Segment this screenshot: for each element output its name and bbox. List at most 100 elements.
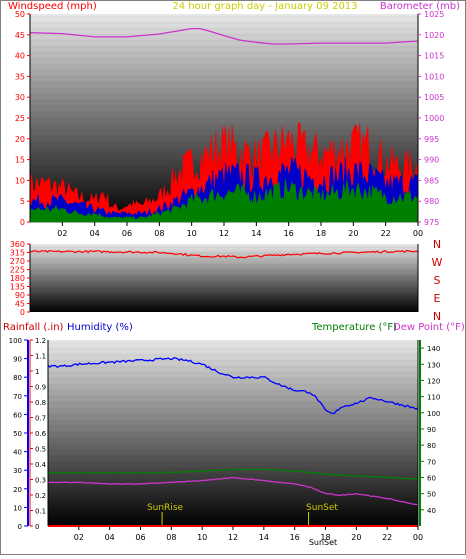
dewpoint-axis-title: Dew Point (°F) xyxy=(393,322,465,333)
wind-y-tick-label: 10 xyxy=(15,176,25,185)
humidity-x-tick-label: 18 xyxy=(320,533,330,542)
wind-y-tick-label: 20 xyxy=(15,135,25,144)
humidity-y-tick-label: 100 xyxy=(9,337,22,345)
direction-panel-bg xyxy=(30,244,418,312)
baro-y-tick-label: 1005 xyxy=(424,93,444,102)
sunset-footer-label: SunSet xyxy=(309,538,337,547)
baro-y-tick-label: 985 xyxy=(424,176,439,185)
compass-label-s: S xyxy=(434,274,441,287)
direction-y-tick-label: 315 xyxy=(10,249,25,258)
wind-y-tick-label: 15 xyxy=(15,156,25,165)
wind-x-tick-label: 22 xyxy=(381,229,391,238)
humidity-x-tick-label: 12 xyxy=(228,533,238,542)
humidity-x-tick-label: 10 xyxy=(197,533,207,542)
direction-y-tick-label: 180 xyxy=(10,274,25,283)
rain-y-tick-label: 0.4 xyxy=(35,461,47,469)
wind-x-tick-label: 18 xyxy=(316,229,326,238)
compass-label-n-top: N xyxy=(433,238,441,251)
humidity-y-tick-label: 90 xyxy=(13,356,22,364)
rain-y-tick-label: 0.1 xyxy=(35,508,46,516)
temp-y-tick-label: 50 xyxy=(427,491,436,499)
wind-y-tick-label: 40 xyxy=(15,52,25,61)
temp-y-tick-label: 40 xyxy=(427,507,436,515)
wind-x-tick-label: 08 xyxy=(154,229,164,238)
windspeed-axis-title: Windspeed (mph) xyxy=(8,1,97,12)
barometer-line xyxy=(29,27,419,45)
wind-x-tick-label: 20 xyxy=(348,229,358,238)
wind-y-tick-label: 30 xyxy=(15,93,25,102)
rain-y-tick-label: 1 xyxy=(35,368,39,376)
humidity-y-tick-label: 40 xyxy=(13,449,22,457)
rain-y-tick-label: 0.8 xyxy=(35,399,46,407)
rain-y-tick-label: 1.2 xyxy=(35,337,46,345)
baro-y-tick-label: 975 xyxy=(424,218,439,227)
compass-label-w: W xyxy=(432,256,443,269)
baro-y-tick-label: 1015 xyxy=(424,52,444,61)
wind-y-tick-label: 5 xyxy=(20,197,25,206)
wind-x-tick-label: 12 xyxy=(219,229,229,238)
rain-y-tick-label: 0.2 xyxy=(35,492,46,500)
humidity-x-tick-label: 22 xyxy=(382,533,392,542)
humidity-y-tick-label: 30 xyxy=(13,467,22,475)
rain-y-tick-label: 0.3 xyxy=(35,477,46,485)
baro-y-tick-label: 1020 xyxy=(424,31,444,40)
compass-label-e: E xyxy=(434,292,441,305)
temperature-axis-title: Temperature (°F) xyxy=(311,322,397,333)
wind-x-tick-label: 04 xyxy=(90,229,100,238)
wind-x-tick-label: 16 xyxy=(284,229,294,238)
wind-y-tick-label: 25 xyxy=(15,114,25,123)
rain-y-tick-label: 0.5 xyxy=(35,446,46,454)
humidity-line xyxy=(47,357,419,415)
rain-y-tick-label: 1.1 xyxy=(35,353,46,361)
temp-y-tick-label: 70 xyxy=(427,458,436,466)
humidity-x-tick-label: 06 xyxy=(135,533,145,542)
humidity-axis-title: Humidity (%) xyxy=(67,322,133,333)
direction-y-tick-label: 225 xyxy=(10,266,25,275)
temp-y-tick-label: 110 xyxy=(427,394,440,402)
baro-y-tick-label: 1010 xyxy=(424,72,444,81)
temp-y-tick-label: 60 xyxy=(427,474,436,482)
baro-y-tick-label: 990 xyxy=(424,156,439,165)
sunrise-label: SunRise xyxy=(147,503,184,513)
humidity-y-tick-label: 20 xyxy=(13,486,22,494)
humidity-x-tick-label: 16 xyxy=(290,533,300,542)
wind-x-tick-label: 14 xyxy=(251,229,261,238)
wind-y-tick-label: 0 xyxy=(20,218,25,227)
compass-label-n-bottom: N xyxy=(433,310,441,323)
humidity-x-tick-label: 08 xyxy=(166,533,176,542)
humidity-y-tick-label: 60 xyxy=(13,411,22,419)
humidity-x-tick-label: 04 xyxy=(105,533,115,542)
rainfall-axis-title: Rainfall (.in) xyxy=(3,322,64,333)
direction-y-tick-label: 360 xyxy=(10,240,25,249)
baro-y-tick-label: 1025 xyxy=(424,10,444,19)
wind-direction-line xyxy=(29,249,419,259)
humidity-x-tick-label: 20 xyxy=(351,533,361,542)
wind-x-tick-label: 02 xyxy=(57,229,67,238)
humidity-y-tick-label: 80 xyxy=(13,374,22,382)
baro-y-tick-label: 995 xyxy=(424,135,439,144)
wind-y-tick-label: 35 xyxy=(15,72,25,81)
temp-y-tick-label: 140 xyxy=(427,345,440,353)
temp-y-tick-label: 90 xyxy=(427,426,436,434)
wind-x-tick-label: 10 xyxy=(187,229,197,238)
humidity-y-tick-label: 70 xyxy=(13,393,22,401)
direction-y-tick-label: 45 xyxy=(15,300,25,309)
direction-y-tick-label: 270 xyxy=(10,257,25,266)
direction-y-tick-label: 135 xyxy=(10,283,25,292)
humidity-y-tick-label: 10 xyxy=(13,504,22,512)
humidity-x-tick-label: 14 xyxy=(259,533,269,542)
temp-y-tick-label: 80 xyxy=(427,442,436,450)
wind-x-tick-label: 06 xyxy=(122,229,132,238)
sunset-label: SunSet xyxy=(306,503,338,513)
wind-low-band xyxy=(29,178,419,223)
humidity-y-tick-label: 50 xyxy=(13,430,22,438)
rain-y-tick-label: 0.6 xyxy=(35,430,47,438)
baro-y-tick-label: 980 xyxy=(424,197,439,206)
temp-y-tick-label: 120 xyxy=(427,377,440,385)
rain-y-tick-label: 0.9 xyxy=(35,384,46,392)
direction-y-tick-label: 0 xyxy=(20,308,25,317)
temperature-line xyxy=(47,468,419,480)
humidity-x-tick-label: 02 xyxy=(74,533,84,542)
